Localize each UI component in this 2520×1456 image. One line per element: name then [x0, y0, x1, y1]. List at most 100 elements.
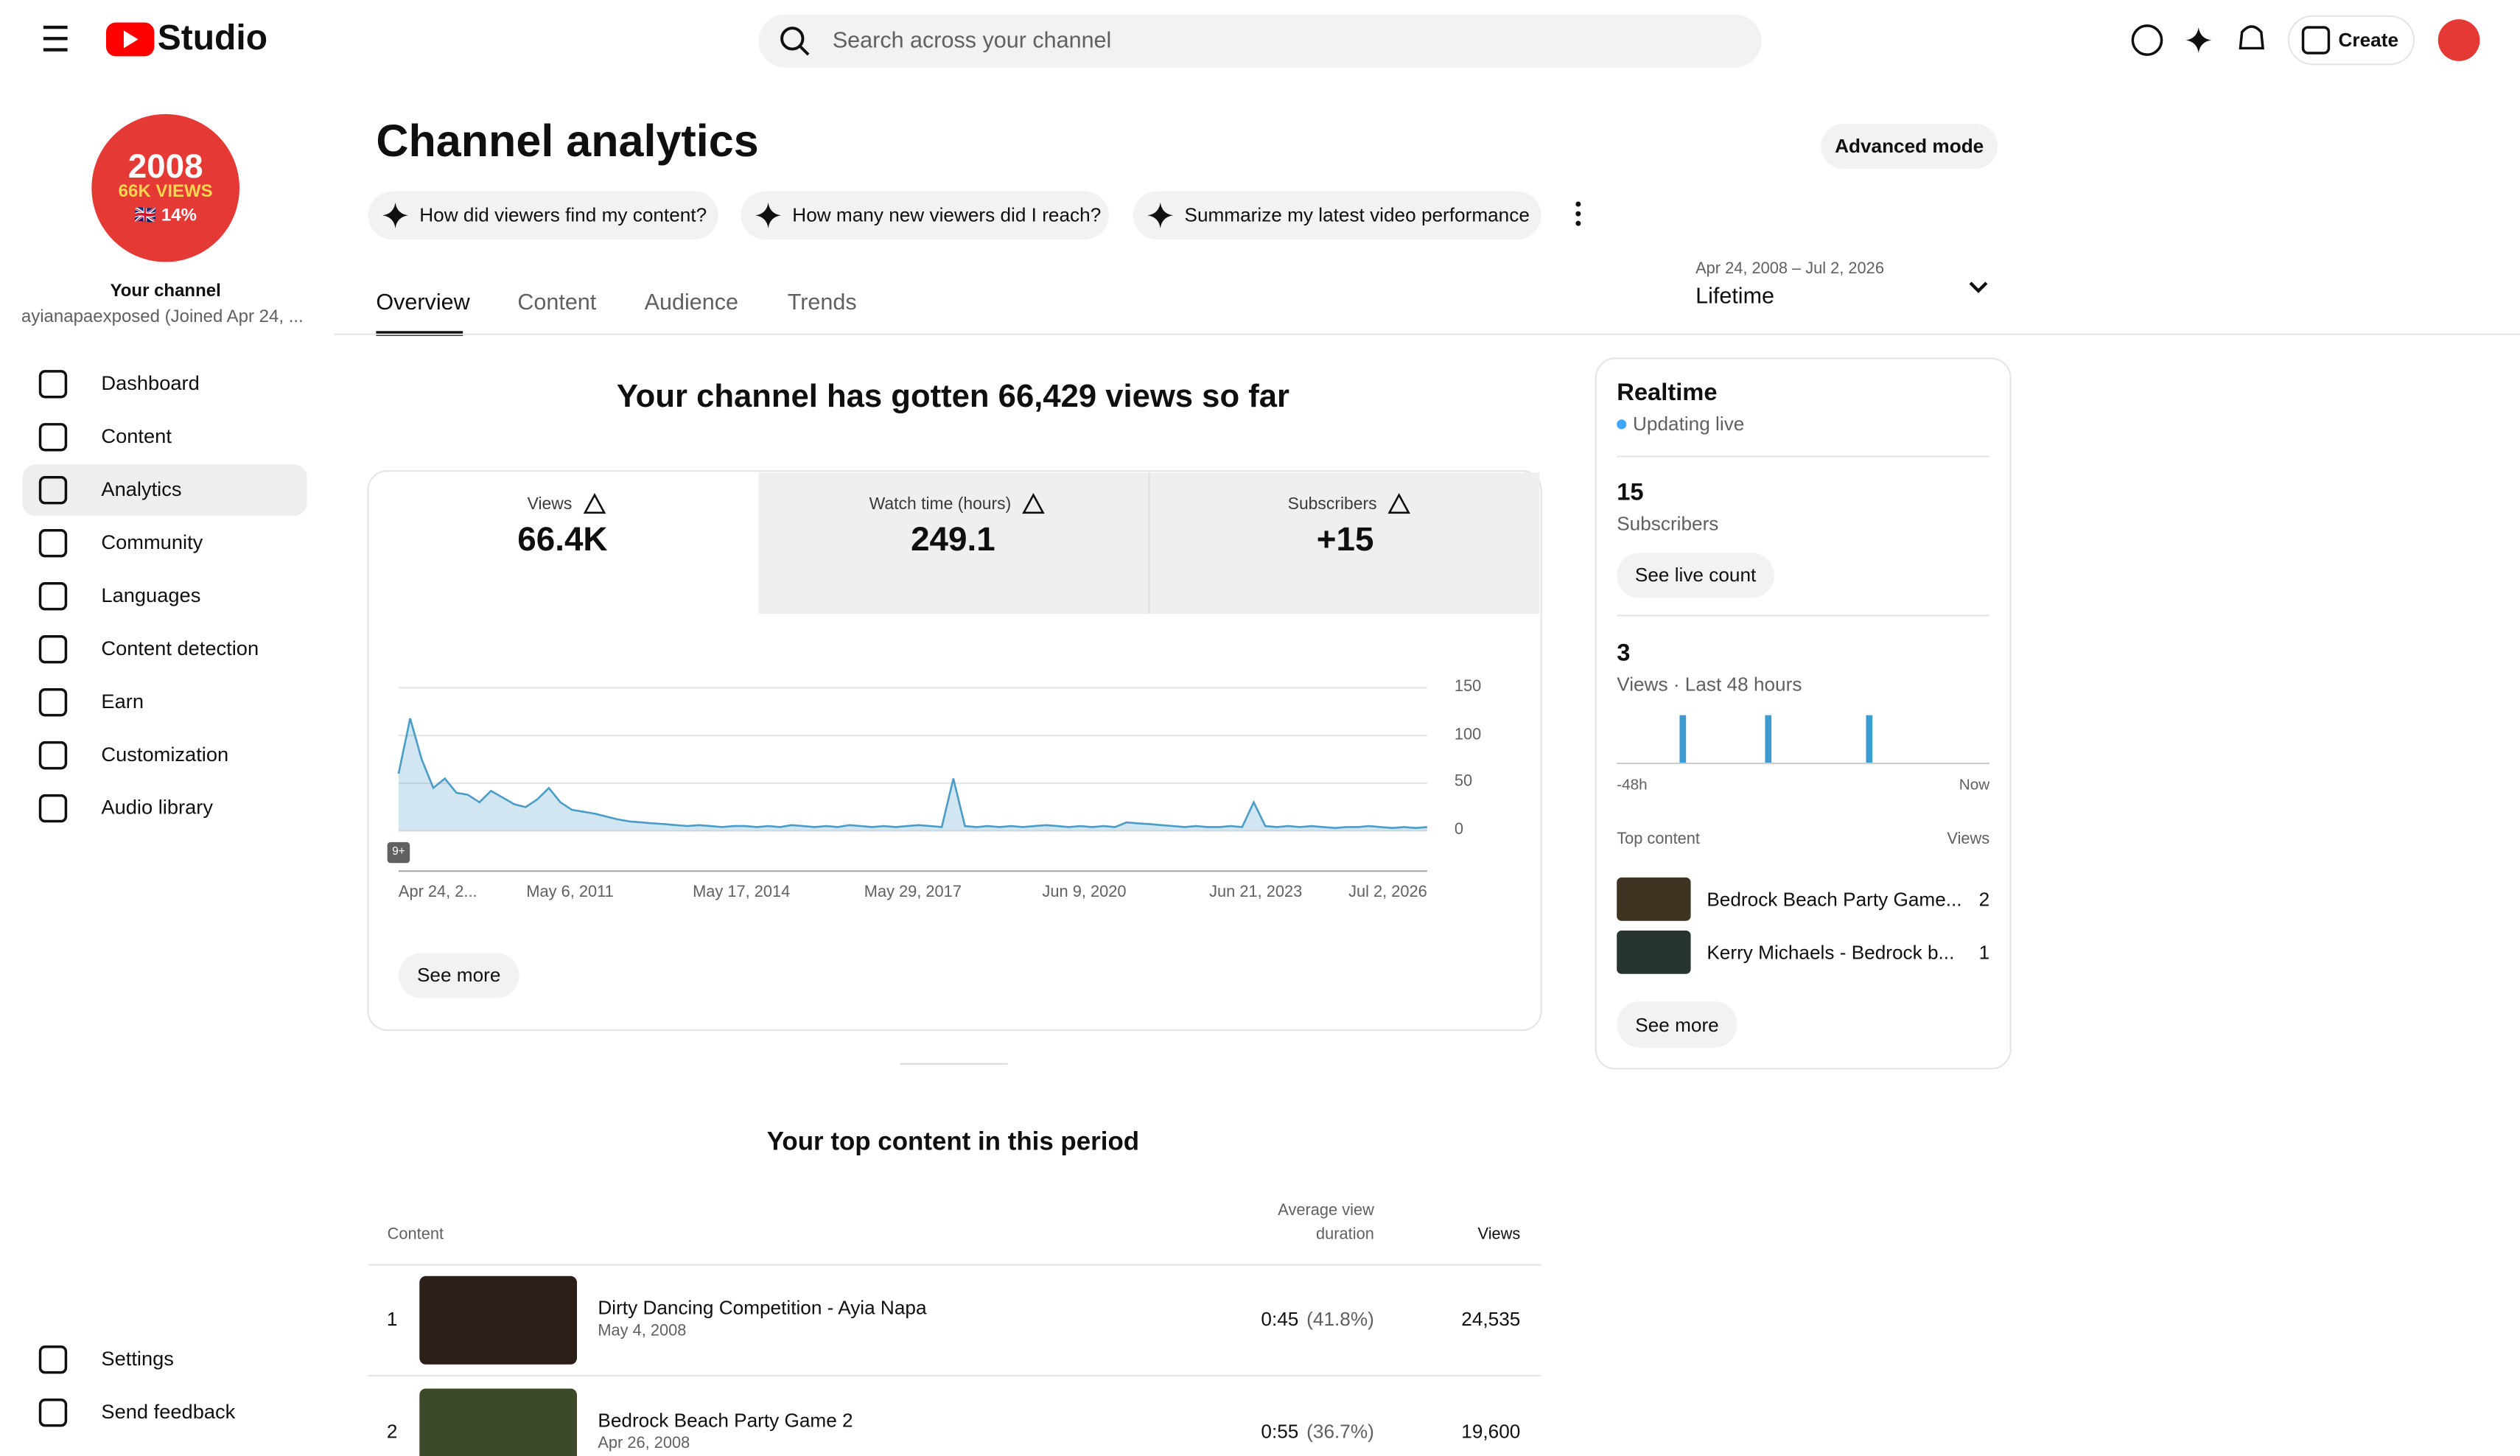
video-title[interactable]: Kerry Michaels - Bedrock b...	[1707, 941, 1955, 965]
see-more-label[interactable]: See more	[416, 964, 501, 987]
prompt-chip[interactable]	[1133, 191, 1541, 239]
metric-value[interactable]: 249.1	[911, 521, 995, 559]
column-header[interactable]: Views	[1477, 1226, 1521, 1245]
sparkle-icon	[382, 202, 409, 228]
metric-label[interactable]: Watch time (hours)	[869, 494, 1012, 514]
hourly-bar[interactable]	[1679, 715, 1687, 764]
period[interactable]: Lifetime	[1695, 282, 1775, 308]
nav-icon	[38, 687, 68, 717]
nav-icon	[38, 794, 68, 823]
video-thumbnail[interactable]	[419, 1388, 578, 1456]
prompt-label[interactable]: Summarize my latest video performance	[1184, 203, 1530, 227]
x-tick-label: Jun 21, 2023	[1209, 883, 1303, 902]
live-count-button[interactable]	[1617, 553, 1774, 598]
prompt-label[interactable]: How many new viewers did I reach?	[792, 203, 1102, 227]
metric-label[interactable]: Subscribers	[1287, 494, 1377, 514]
views-line	[397, 718, 1427, 830]
warning-icon	[1022, 493, 1045, 514]
x-tick-label: Jul 2, 2026	[1348, 883, 1427, 902]
metric-value[interactable]: +15	[1316, 521, 1374, 559]
nav-item[interactable]: Languages	[101, 584, 201, 607]
video-views: 1	[1978, 941, 1990, 965]
tab[interactable]: Content	[517, 288, 597, 315]
x-tick-label: Jun 9, 2020	[1042, 883, 1127, 902]
hourly-bar[interactable]	[1866, 715, 1873, 764]
nav-icon	[38, 370, 68, 399]
column-header: duration	[1316, 1226, 1374, 1245]
nav-item[interactable]: Customization	[101, 743, 229, 766]
nav-item[interactable]: Content detection	[101, 637, 259, 660]
search-placeholder[interactable]: Search across your channel	[832, 27, 1112, 53]
see-more-label[interactable]: See more	[1635, 1012, 1719, 1036]
video-thumbnail[interactable]	[419, 1275, 578, 1365]
nav-item[interactable]: Send feedback	[101, 1400, 236, 1424]
hourly-bar[interactable]	[1765, 715, 1772, 764]
sparkle-icon	[2185, 27, 2212, 53]
date-range[interactable]: Apr 24, 2008 – Jul 2, 2026	[1695, 260, 1884, 279]
headline: Your channel has gotten 66,429 views so …	[616, 379, 1289, 415]
y-tick-label: 0	[1454, 821, 1464, 839]
metric-label[interactable]: Views	[527, 494, 573, 514]
nav-icon	[38, 476, 68, 505]
video-title[interactable]: Dirty Dancing Competition - Ayia Napa	[598, 1296, 927, 1320]
video-date: Apr 26, 2008	[598, 1435, 690, 1453]
tab[interactable]: Trends	[787, 288, 857, 315]
see-more-button[interactable]	[1617, 1001, 1737, 1049]
channel-avatar[interactable]	[91, 113, 239, 262]
video-thumbnail[interactable]	[1617, 877, 1691, 921]
nav-icon	[38, 423, 68, 452]
nav-item[interactable]: Community	[101, 531, 203, 554]
tab[interactable]: Overview	[376, 288, 470, 315]
metric-value[interactable]: 66.4K	[517, 521, 608, 559]
annotation-badge-label[interactable]: 9+	[392, 845, 405, 858]
chevron-icon[interactable]	[1969, 281, 1988, 293]
bell-icon[interactable]	[2239, 25, 2264, 50]
nav-item[interactable]: Content	[101, 424, 172, 448]
more-icon[interactable]	[1575, 211, 1581, 217]
views-count: 3	[1617, 640, 1631, 668]
more-icon[interactable]	[1575, 201, 1581, 207]
prompt-chip[interactable]	[368, 191, 718, 239]
sparkle-icon	[1147, 202, 1174, 228]
tab[interactable]: Audience	[644, 288, 738, 315]
avg-duration: 0:55	[1261, 1420, 1299, 1443]
nav-item[interactable]: Analytics	[101, 477, 182, 501]
nav-icon	[38, 529, 68, 558]
channel-label: Your channel	[110, 281, 221, 301]
prompt-label[interactable]: How did viewers find my content?	[419, 203, 707, 227]
live-status: Updating live	[1633, 413, 1745, 435]
nav-item[interactable]: Audio library	[101, 796, 213, 819]
video-thumbnail[interactable]	[1617, 930, 1691, 974]
video-title[interactable]: Bedrock Beach Party Game...	[1707, 888, 1962, 911]
subscriber-count: 15	[1617, 478, 1644, 507]
page-title: Channel analytics	[376, 116, 759, 167]
live-count-label[interactable]: See live count	[1634, 564, 1757, 587]
annotation-badge[interactable]	[387, 841, 410, 864]
video-title[interactable]: Bedrock Beach Party Game 2	[598, 1409, 853, 1432]
create-label[interactable]: Create	[2338, 28, 2399, 52]
prompt-chip[interactable]	[741, 191, 1109, 239]
see-more-button[interactable]	[398, 953, 519, 998]
nav-item[interactable]: Settings	[101, 1347, 174, 1371]
subscriber-label: Subscribers	[1617, 512, 1719, 535]
avg-percent: (41.8%)	[1306, 1308, 1374, 1331]
column-header: Content	[387, 1226, 444, 1245]
sparkle-icon	[755, 202, 782, 228]
nav-item[interactable]: Earn	[101, 690, 144, 713]
nav-icon	[38, 1399, 68, 1427]
avg-duration: 0:45	[1261, 1308, 1299, 1331]
search-box[interactable]	[758, 14, 1762, 68]
y-tick-label: 150	[1454, 678, 1482, 696]
bar-x-label: Now	[1959, 777, 1990, 795]
more-icon[interactable]	[1575, 220, 1581, 226]
nav-active[interactable]	[22, 464, 307, 517]
nav-item[interactable]: Dashboard	[101, 371, 200, 395]
advanced-label[interactable]: Advanced mode	[1835, 134, 1984, 158]
account-avatar[interactable]	[2437, 19, 2480, 61]
advanced-button[interactable]	[1821, 123, 1998, 169]
x-tick-label: May 29, 2017	[864, 883, 962, 902]
y-tick-label: 50	[1454, 773, 1473, 791]
logo-text[interactable]: Studio	[157, 17, 268, 58]
help-icon[interactable]	[2131, 24, 2163, 56]
